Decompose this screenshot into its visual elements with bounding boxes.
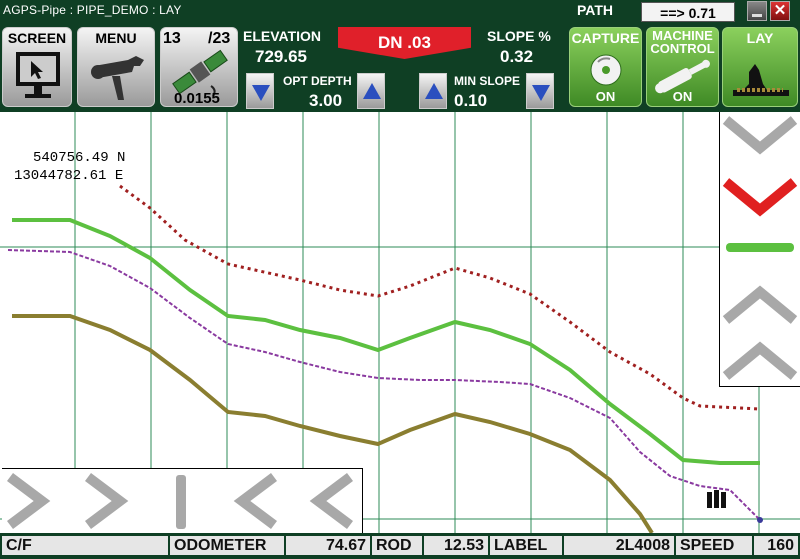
menu-label: MENU — [95, 30, 137, 46]
machine-label: MACHINE — [652, 28, 713, 43]
elevation-value: 729.65 — [255, 47, 307, 66]
lay-button[interactable]: LAY — [722, 27, 798, 107]
surface-line — [12, 218, 760, 465]
slope-label: SLOPE % — [487, 28, 551, 44]
speed-label: SPEED — [676, 536, 752, 555]
screen-label: SCREEN — [7, 30, 67, 46]
min-slope-value: 0.10 — [454, 91, 488, 110]
capture-button[interactable]: CAPTURE ON — [569, 27, 642, 107]
odometer-label: ODOMETER — [170, 536, 284, 555]
lay-label: LAY — [746, 30, 774, 46]
window-title: AGPS-Pipe : PIPE_DEMO : LAY — [3, 3, 182, 17]
triangle-down-icon — [532, 85, 550, 101]
triangle-down-icon — [252, 85, 270, 101]
speed-value: 160 — [754, 536, 798, 555]
elevation-label: ELEVATION — [243, 28, 322, 44]
excavator-bucket-icon — [733, 64, 789, 96]
center-bar — [176, 475, 186, 529]
machine-marker — [707, 490, 763, 523]
capture-state: ON — [595, 89, 616, 104]
cut-fill-cell: C/F — [2, 536, 168, 555]
on-grade-bar — [726, 243, 794, 252]
close-button[interactable]: ✕ — [770, 1, 790, 21]
grade-indicator: DN .03 — [338, 27, 471, 59]
minimize-button[interactable] — [747, 1, 767, 21]
wrench-icon — [91, 56, 144, 100]
chevron-up-gray-icon — [722, 341, 798, 380]
design-line — [7, 249, 761, 521]
label-value: 2L4008 — [564, 536, 674, 555]
path-value: ==> 0.71 — [641, 2, 735, 22]
status-bar: C/F ODOMETER 74.67 ROD 12.53 LABEL 2L400… — [0, 533, 800, 559]
disc-icon — [590, 54, 622, 86]
min-slope-down-button[interactable] — [526, 73, 554, 109]
chevron-down-gray-icon — [722, 116, 798, 155]
rod-label: ROD — [372, 536, 422, 555]
label-label: LABEL — [490, 536, 562, 555]
triangle-up-icon — [363, 83, 381, 99]
gps-accuracy: 0.0155 — [174, 90, 220, 107]
cover-line — [119, 184, 761, 411]
gps-status-button[interactable]: 13 /23 0.0155 — [160, 27, 238, 107]
capture-label: CAPTURE — [571, 30, 640, 46]
hydraulic-cylinder-icon — [655, 59, 710, 94]
chevron-right-gray-icon — [7, 473, 51, 529]
profile-view[interactable]: 540756.49 N 13044782.61 E — [0, 112, 800, 534]
menu-button[interactable]: MENU — [77, 27, 155, 107]
machine-control-label: MACHINE CONTROL — [647, 29, 718, 55]
chevron-right-gray-icon — [85, 473, 129, 529]
opt-depth-down-button[interactable] — [246, 73, 274, 109]
northing-readout: 540756.49 N — [33, 150, 126, 166]
opt-depth-value: 3.00 — [309, 91, 343, 110]
odometer-value: 74.67 — [286, 536, 370, 555]
chevron-left-gray-icon — [233, 473, 277, 529]
toolbar: SCREEN MENU 13 /23 0.0155 ELEV — [0, 24, 800, 112]
satellite-icon — [172, 49, 228, 97]
min-slope-label: MIN SLOPE — [454, 74, 521, 88]
opt-depth-up-button[interactable] — [357, 73, 385, 109]
control-label: CONTROL — [650, 41, 715, 56]
min-slope-up-button[interactable] — [419, 73, 447, 109]
path-label: PATH — [577, 2, 614, 18]
steering-guidance-panel — [2, 468, 363, 534]
slope-value: 0.32 — [500, 47, 534, 66]
title-bar: AGPS-Pipe : PIPE_DEMO : LAY PATH ==> 0.7… — [0, 0, 800, 24]
rod-value: 12.53 — [424, 536, 488, 555]
opt-depth-label: OPT DEPTH — [283, 74, 352, 88]
chevron-down-red-icon — [722, 178, 798, 217]
pipe-line — [12, 314, 654, 533]
triangle-up-icon — [425, 83, 443, 99]
grade-guidance-panel — [719, 112, 800, 387]
satellite-total: /23 — [208, 30, 231, 47]
satellite-count: 13 — [163, 30, 181, 47]
screen-button[interactable]: SCREEN — [2, 27, 72, 107]
machine-control-state: ON — [672, 89, 693, 104]
monitor-icon — [16, 52, 60, 98]
chevron-up-gray-icon — [722, 285, 798, 324]
machine-control-button[interactable]: MACHINE CONTROL ON — [646, 27, 719, 107]
chevron-left-gray-icon — [309, 473, 353, 529]
easting-readout: 13044782.61 E — [14, 168, 124, 184]
